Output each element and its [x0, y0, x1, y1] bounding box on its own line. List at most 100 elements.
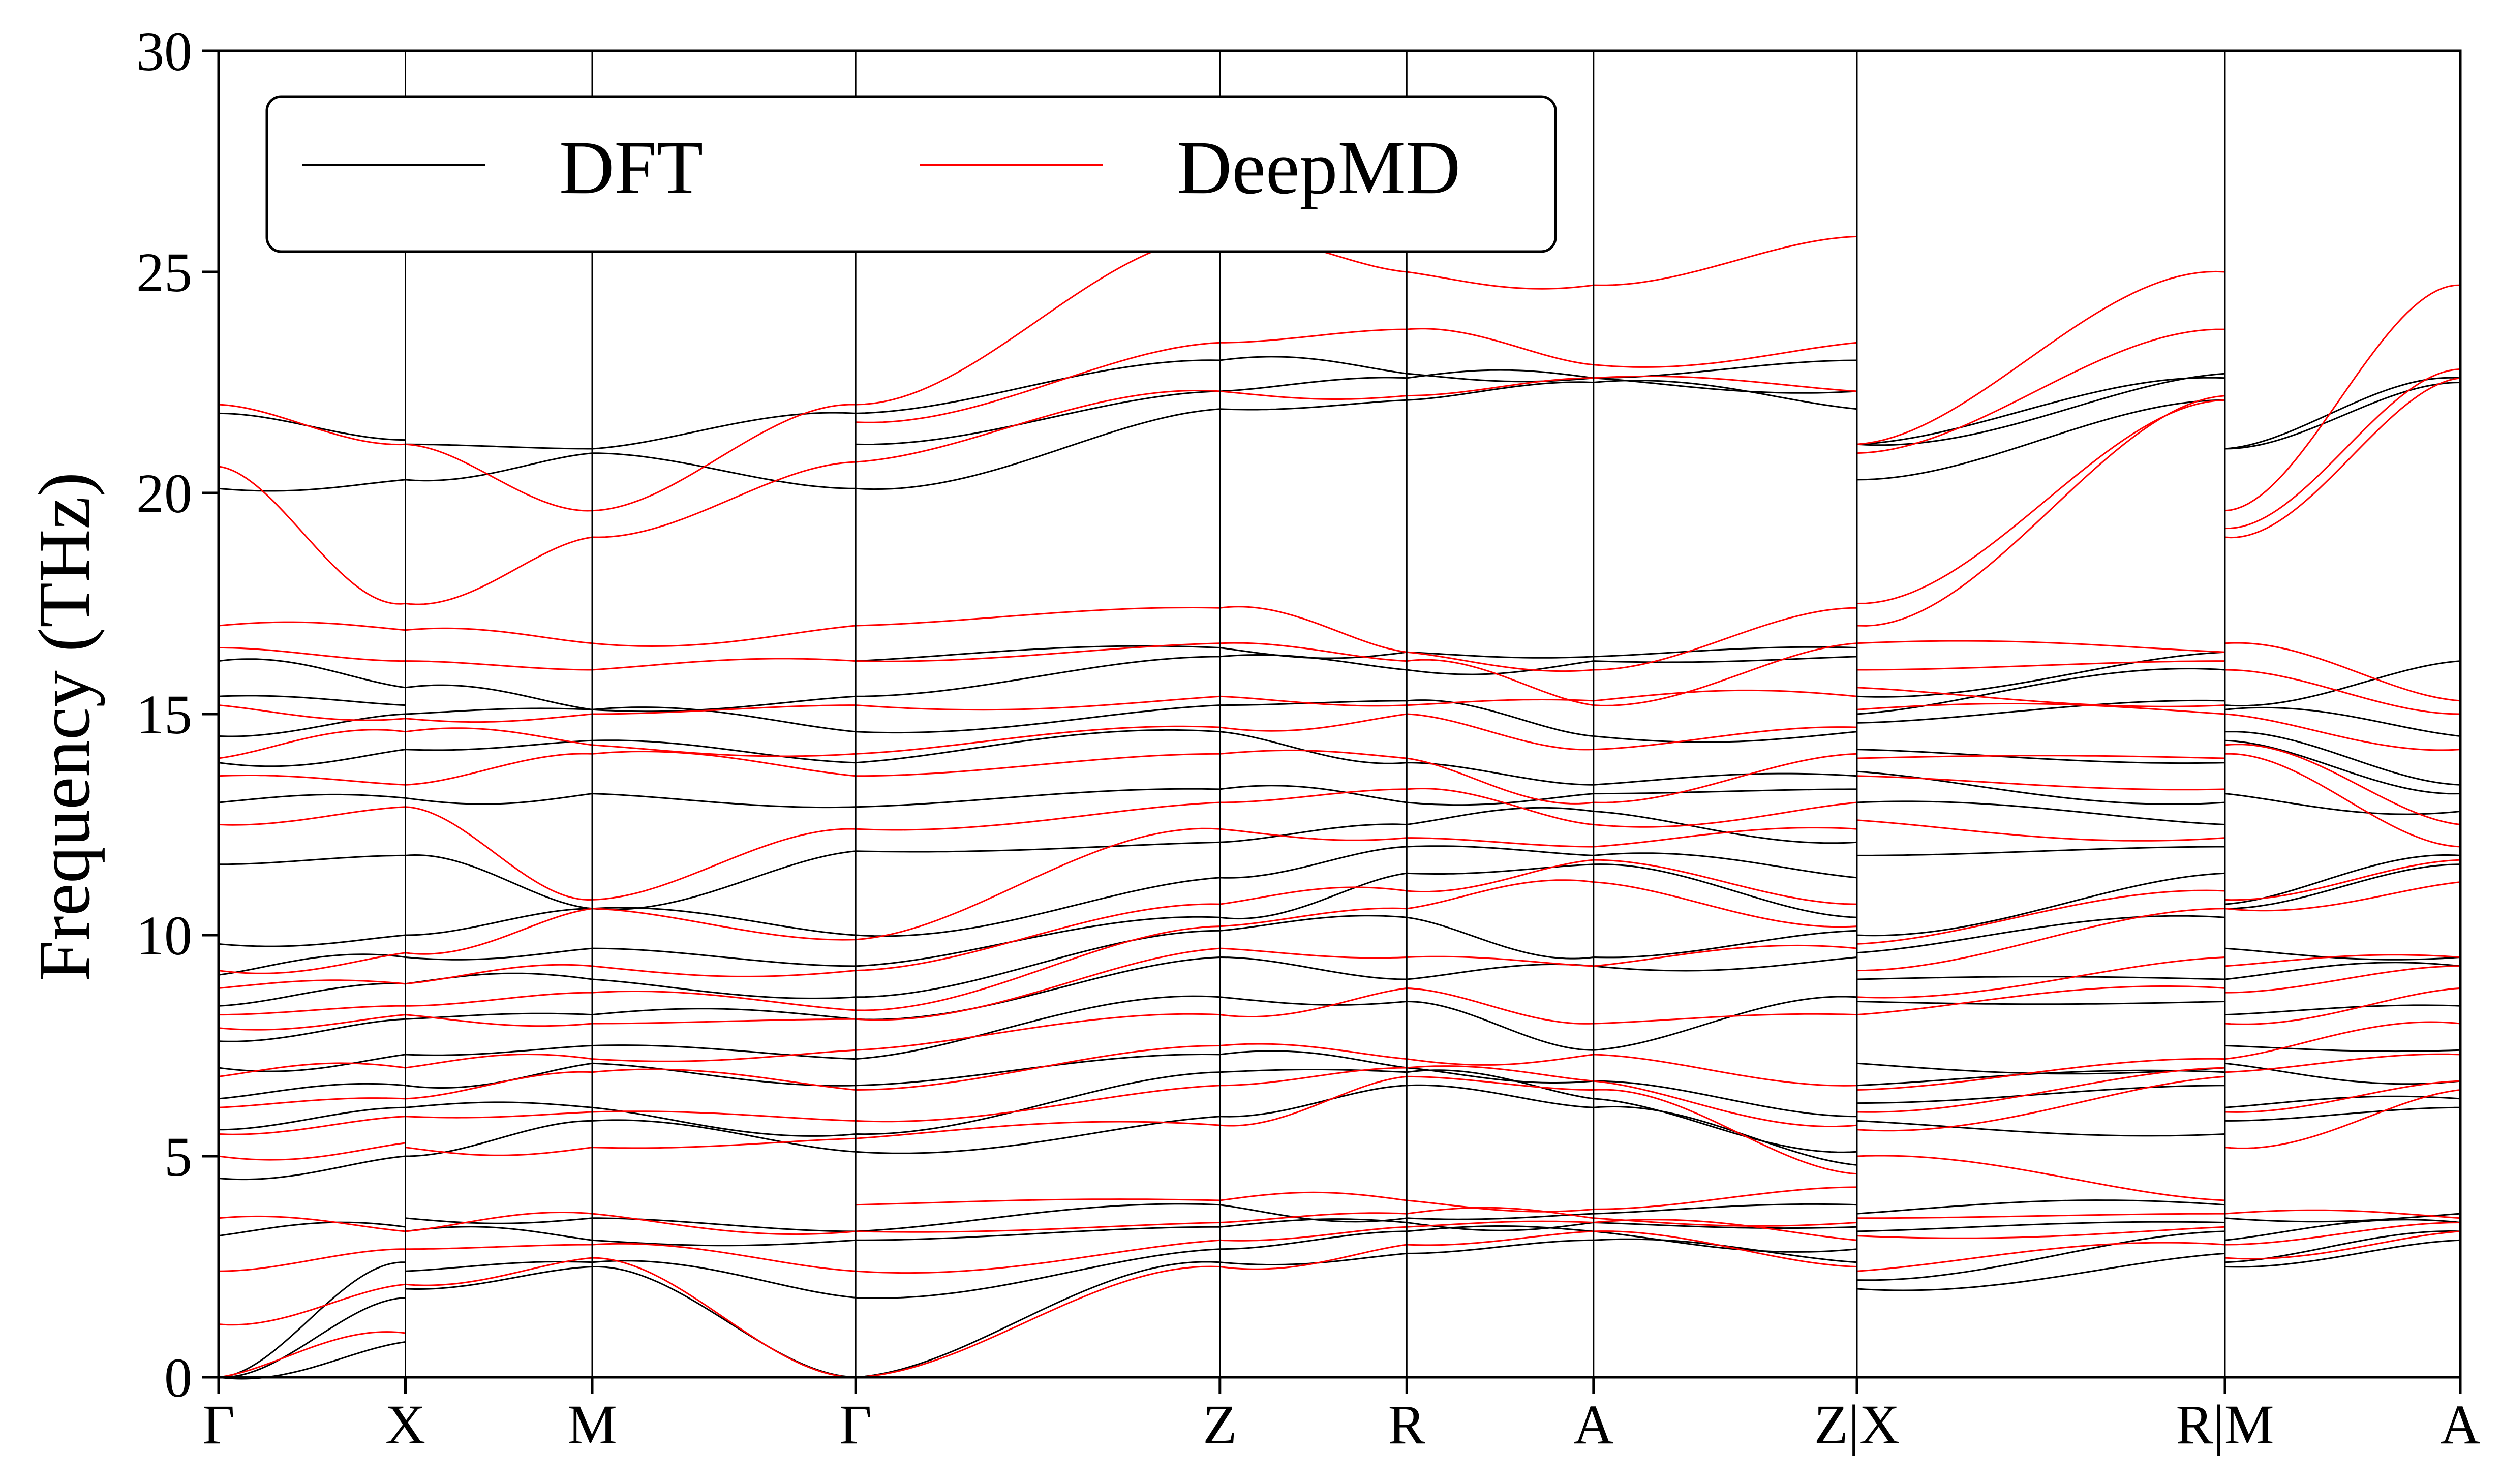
dft-band-line	[856, 1226, 1220, 1241]
dft-band-line	[856, 408, 1220, 490]
dft-band-line	[2224, 1004, 2461, 1016]
deepmd-band-line	[856, 1222, 1220, 1233]
dft-band-line	[856, 930, 1220, 998]
deepmd-band-line	[1593, 642, 1857, 706]
deepmd-band-line	[2224, 284, 2461, 512]
dft-band-line	[856, 841, 1220, 853]
dft-band-line	[405, 707, 593, 715]
dft-band-line	[1593, 772, 1857, 786]
high-symmetry-lines	[405, 51, 2226, 1377]
deepmd-band-line	[1407, 859, 1594, 892]
dft-band-line	[1407, 1067, 1594, 1084]
deepmd-band-line	[1856, 399, 2225, 604]
deepmd-band-line	[1593, 607, 1857, 671]
deepmd-band-line	[856, 947, 1220, 1021]
dft-band-line	[218, 713, 406, 737]
deepmd-band-line	[592, 658, 856, 671]
dft-band-line	[1856, 770, 2225, 805]
dft-band-line	[1219, 1069, 1407, 1073]
dft-band-line	[1856, 1001, 2225, 1005]
dft-band-line	[592, 1044, 856, 1060]
dft-band-line	[405, 1120, 593, 1157]
dft-band-line	[592, 947, 856, 967]
deepmd-band-line	[1856, 985, 2225, 1016]
dft-band-line	[2224, 731, 2461, 786]
dft-band-line	[1856, 1120, 2225, 1137]
deepmd-band-line	[2224, 642, 2461, 702]
dft-band-line	[856, 956, 1220, 1021]
deepmd-band-line	[218, 704, 406, 721]
dft-band-line	[2224, 1213, 2461, 1223]
dft-band-line	[1856, 872, 2225, 937]
dft-band-line	[856, 877, 1220, 937]
y-tick-label: 5	[164, 1126, 192, 1188]
deepmd-band-line	[1219, 1212, 1407, 1223]
deepmd-band-line	[856, 1121, 1220, 1139]
deepmd-band-line	[405, 1014, 593, 1027]
deepmd-band-line	[1407, 1220, 1594, 1228]
deepmd-band-line	[1407, 659, 1594, 706]
dft-band-line	[1407, 373, 1594, 383]
dft-band-line	[1407, 660, 1594, 675]
deepmd-band-line	[2224, 744, 2461, 825]
deepmd-band-line	[1219, 1075, 1407, 1127]
dft-band-line	[1856, 373, 2225, 446]
dft-band-line	[2224, 706, 2461, 737]
dft-band-line	[2224, 1239, 2461, 1268]
deepmd-band-line	[1219, 390, 1407, 400]
dft-band-line	[405, 908, 593, 936]
x-tick-label: R|M	[2176, 1394, 2274, 1456]
dft-band-line	[2224, 854, 2461, 905]
deepmd-band-line	[405, 908, 593, 955]
deepmd-band-line	[218, 404, 406, 446]
y-tick-label: 10	[136, 905, 192, 967]
deepmd-band-line	[1593, 1217, 1857, 1227]
dft-band-line	[218, 1261, 406, 1378]
deepmd-band-line	[1856, 1226, 2225, 1239]
dft-band-line	[1593, 646, 1857, 658]
deepmd-band-line	[405, 1111, 593, 1119]
dft-band-line	[592, 793, 856, 809]
dft-band-line	[218, 1018, 406, 1042]
deepmd-band-line	[2224, 881, 2461, 912]
dft-band-line	[1219, 356, 1407, 375]
dft-band-line	[1407, 916, 1594, 960]
deepmd-band-line	[1593, 1054, 1857, 1087]
deepmd-band-line	[1593, 1230, 1857, 1267]
deepmd-band-line	[1593, 801, 1857, 828]
deepmd-band-line	[1219, 1043, 1407, 1060]
dft-band-line	[405, 1217, 593, 1224]
deepmd-band-line	[405, 660, 592, 671]
dft-band-line	[1407, 793, 1594, 806]
deepmd-band-line	[219, 647, 406, 662]
deepmd-band-line	[218, 1014, 406, 1031]
deepmd-band-line	[405, 1071, 593, 1100]
dft-band-line	[1219, 996, 1407, 1006]
dft-band-line	[1856, 1230, 2225, 1281]
y-axis-title: Frequency (THz)	[24, 472, 105, 981]
dft-band-line	[592, 1239, 856, 1247]
deepmd-band-line	[405, 1257, 593, 1286]
dft-band-line	[1407, 964, 1594, 980]
deepmd-band-line	[1593, 726, 1857, 751]
deepmd-band-line	[1593, 1186, 1857, 1210]
deepmd-band-line	[856, 753, 1220, 777]
dft-band-line	[1593, 788, 1857, 795]
x-tick-label: X	[385, 1394, 425, 1456]
deepmd-band-line	[218, 775, 406, 786]
dft-band-line	[405, 1266, 593, 1290]
dft-band-line	[1219, 1050, 1407, 1069]
dft-band-line	[1856, 1199, 2225, 1215]
x-tick-label: Γ	[202, 1394, 235, 1456]
deepmd-band-line	[1593, 859, 1857, 905]
dft-band-line	[592, 412, 856, 450]
deepmd-band-line	[405, 992, 592, 1007]
deepmd-band-line	[592, 1137, 856, 1149]
deepmd-band-line	[1593, 1219, 1857, 1241]
deepmd-band-line	[1856, 775, 2225, 791]
dft-band-line	[405, 443, 592, 450]
deepmd-band-line	[592, 625, 856, 647]
y-tick-label: 25	[136, 241, 192, 303]
deepmd-band-line	[218, 1215, 406, 1232]
